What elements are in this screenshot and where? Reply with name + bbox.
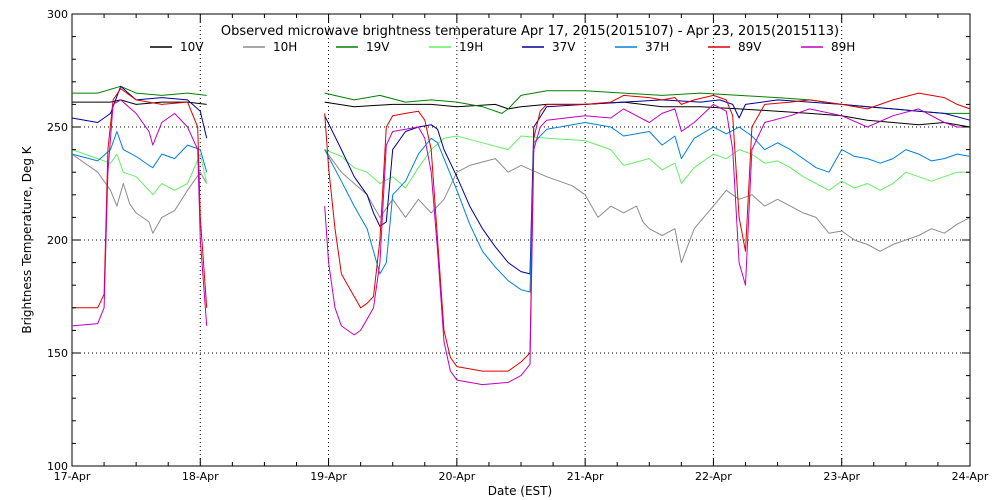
series-line-89H [71, 99, 208, 327]
x-axis-label: Date (EST) [488, 484, 552, 498]
y-tick-label: 150 [47, 347, 68, 360]
series-89V [72, 88, 971, 372]
series-line-10H [324, 149, 971, 264]
y-tick-label: 250 [47, 121, 68, 134]
series-line-19H [324, 135, 970, 191]
x-tick-label: 24-Apr [952, 470, 989, 483]
series-layer [71, 85, 971, 386]
legend: 10V 10H 19V 19H 37V 37H 89V 89H [150, 40, 855, 54]
x-axis-ticks: 17-Apr 18-Apr 19-Apr 20-Apr 21-Apr 22-Apr 23-A… [54, 14, 989, 483]
series-line-89H [324, 103, 970, 386]
legend-label-37V: 37V [552, 40, 576, 54]
series-line-89V [324, 92, 971, 372]
legend-label-19V: 19V [366, 40, 390, 54]
series-line-37V [71, 85, 208, 139]
x-tick-label: 19-Apr [310, 470, 347, 483]
series-line-37V [324, 99, 971, 275]
x-tick-label: 17-Apr [54, 470, 91, 483]
y-axis-ticks: 100 150 200 250 300 [47, 8, 970, 473]
series-19H [71, 135, 970, 196]
legend-label-37H: 37H [645, 40, 669, 54]
y-tick-label: 300 [47, 8, 68, 21]
series-10H [71, 149, 971, 264]
x-tick-label: 23-Apr [823, 470, 860, 483]
series-line-37H [324, 122, 971, 293]
x-tick-label: 22-Apr [695, 470, 732, 483]
y-tick-label: 100 [47, 460, 68, 473]
x-tick-label: 18-Apr [182, 470, 219, 483]
grid [72, 14, 970, 466]
series-line-19H [71, 149, 208, 196]
y-tick-label: 200 [47, 234, 68, 247]
legend-label-89V: 89V [738, 40, 762, 54]
x-tick-label: 20-Apr [438, 470, 475, 483]
series-89H [71, 99, 970, 386]
y-axis-label: Brightness Temperature, Deg K [20, 145, 34, 333]
series-line-37H [71, 131, 208, 173]
x-tick-label: 21-Apr [567, 470, 604, 483]
series-line-10V [324, 101, 971, 128]
legend-label-19H: 19H [459, 40, 483, 54]
series-line-10H [71, 153, 208, 234]
series-37H [71, 122, 971, 293]
legend-label-89H: 89H [831, 40, 855, 54]
series-line-19V [324, 90, 970, 114]
series-19V [72, 85, 970, 114]
series-line-19V [72, 85, 207, 96]
legend-label-10V: 10V [180, 40, 204, 54]
chart-title: Observed microwave brightness temperatur… [221, 24, 839, 39]
series-line-89V [72, 88, 208, 309]
legend-label-10H: 10H [273, 40, 297, 54]
